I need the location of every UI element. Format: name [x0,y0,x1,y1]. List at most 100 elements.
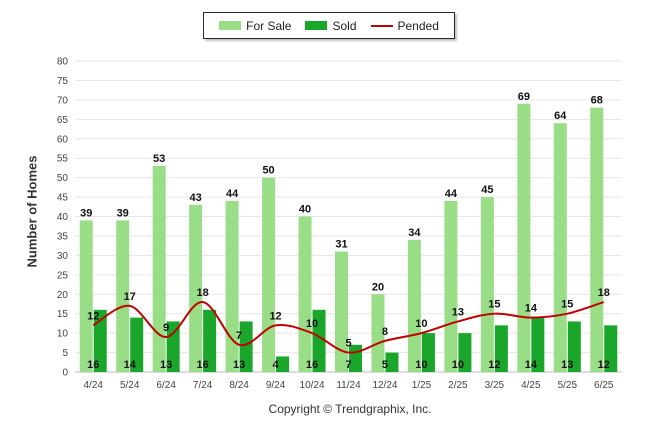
sold-swatch [305,21,328,30]
legend-label-for-sale: For Sale [246,18,292,33]
pended-value-label: 5 [345,338,351,350]
legend-item-for-sale[interactable]: For Sale [219,19,291,33]
sold-value-label: 10 [415,359,427,371]
for-sale-value-label: 69 [518,91,530,103]
y-tick-label: 45 [57,193,69,204]
for-sale-value-label: 20 [372,281,384,293]
for-sale-bar [298,216,312,372]
sold-bar [567,321,581,372]
sold-bar [604,325,618,372]
sold-value-label: 14 [525,359,538,371]
y-tick-label: 60 [57,134,69,145]
y-tick-label: 30 [57,251,69,262]
y-tick-label: 15 [57,309,69,320]
x-tick-label: 6/24 [156,380,176,391]
y-tick-label: 0 [62,368,68,379]
for-sale-bar [262,177,276,372]
x-tick-label: 12/24 [372,380,397,391]
for-sale-value-label: 50 [262,165,274,177]
sold-value-label: 13 [561,359,573,371]
pended-value-label: 15 [488,299,500,311]
y-tick-label: 70 [57,95,69,106]
sold-bar [458,333,472,372]
x-tick-label: 5/25 [558,380,578,391]
sold-value-label: 16 [87,359,99,371]
sold-bar [421,333,435,372]
for-sale-value-label: 64 [554,110,567,122]
pended-line [92,301,605,354]
x-tick-label: 9/24 [266,380,286,391]
pended-value-label: 10 [415,318,427,330]
for-sale-value-label: 34 [408,227,421,239]
pended-value-label: 14 [525,303,538,315]
for-sale-bar [189,204,203,372]
for-sale-value-label: 68 [591,95,603,107]
for-sale-bar [152,165,166,372]
x-tick-label: 6/25 [594,380,614,391]
y-tick-label: 25 [57,270,69,281]
sold-bar [203,309,217,372]
sold-value-label: 16 [306,359,318,371]
for-sale-bar [553,123,567,372]
legend-item-pended[interactable]: Pended [370,18,439,33]
x-axis-ticks: 4/24 5/24 6/24 7/24 8/24 9/24 10/24 11/24 12/24 1… [83,380,613,391]
x-tick-label: 11/24 [336,380,361,391]
sold-value-label: 13 [233,359,245,371]
for-sale-bar [225,200,239,372]
sold-bar [93,309,107,372]
grid-lines [75,60,622,373]
for-sale-value-label: 43 [190,192,202,204]
for-sale-bar [517,103,531,372]
sold-value-label: 13 [160,359,172,371]
y-tick-label: 10 [57,329,69,340]
sold-value-label: 7 [345,359,351,371]
for-sale-bar [444,200,458,372]
pended-value-label: 10 [306,318,318,330]
for-sale-value-label: 44 [226,188,239,200]
sold-value-label: 14 [124,359,137,371]
legend: For Sale Sold Pended [203,12,455,39]
sold-bar [130,317,144,372]
data-labels: 39 39 53 43 44 50 40 31 20 34 44 45 69 64 68 16 14 13 16 13… [80,91,610,371]
y-tick-label: 40 [57,212,69,223]
x-tick-label: 2/25 [448,380,468,391]
pended-value-label: 8 [382,326,388,338]
pended-value-label: 17 [124,291,136,303]
for-sale-value-label: 39 [80,207,92,219]
sold-bar [531,317,545,372]
for-sale-value-label: 31 [335,238,347,250]
sold-value-label: 12 [598,359,610,371]
for-sale-bar [335,251,348,372]
for-sale-value-label: 40 [299,204,311,216]
sold-bar [166,321,180,372]
x-tick-label: 10/24 [300,380,325,391]
for-sale-value-label: 45 [481,184,493,196]
y-tick-label: 75 [57,76,69,87]
for-sale-bar [371,294,385,372]
copyright-footer: Copyright © Trendgraphix, Inc. [268,402,432,416]
for-sale-value-label: 53 [153,153,165,165]
x-tick-label: 1/25 [412,380,432,391]
pended-value-label: 13 [452,306,464,318]
y-tick-label: 5 [62,348,68,359]
sold-value-label: 12 [488,359,500,371]
for-sale-value-label: 44 [445,188,458,200]
pended-value-label: 7 [236,330,242,342]
for-sale-bar [480,197,494,372]
sold-value-label: 5 [382,359,388,371]
for-sale-value-label: 39 [117,207,129,219]
y-axis-label: Number of Homes [24,155,40,268]
y-axis-ticks: 0 5 10 15 20 25 30 35 40 45 50 55 60 65 70 75 80 [57,57,69,379]
pended-value-label: 15 [561,299,573,311]
legend-label-pended: Pended [397,18,439,33]
x-tick-label: 8/24 [229,380,249,391]
bars [79,103,618,373]
y-tick-label: 80 [57,57,69,68]
for-sale-bar [590,107,604,373]
y-tick-label: 50 [57,173,69,184]
pended-value-label: 12 [87,310,99,322]
legend-item-sold[interactable]: Sold [305,19,357,33]
for-sale-bar [79,220,93,372]
sold-bar [239,321,253,372]
pended-value-label: 18 [598,287,610,299]
